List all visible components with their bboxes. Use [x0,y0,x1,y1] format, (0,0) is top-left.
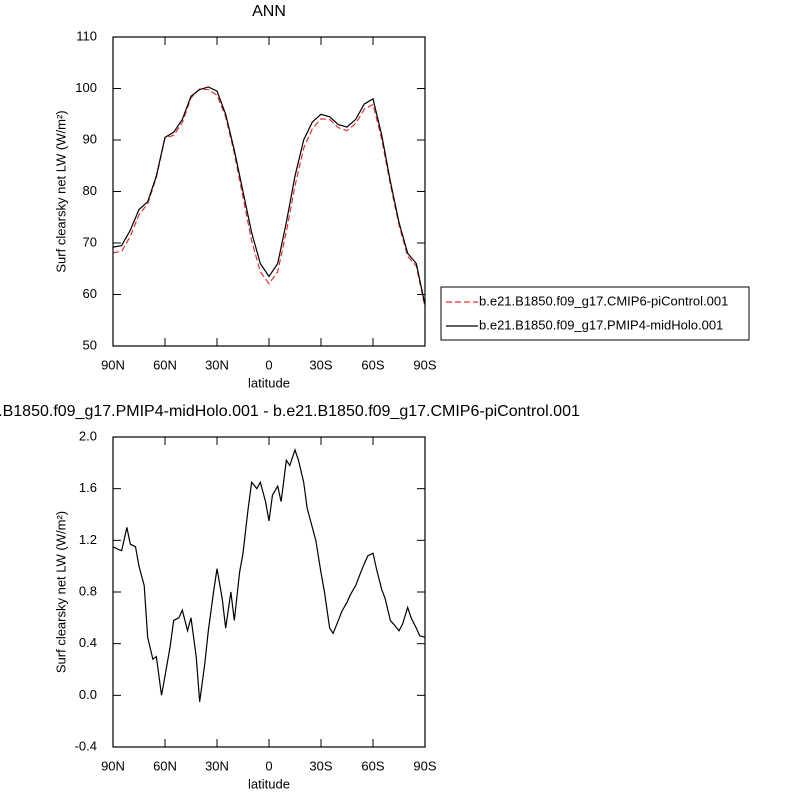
x-tick-label: 60N [153,357,177,372]
data-line [112,86,426,305]
x-tick-label: 30N [205,758,229,773]
x-axis-label: latitude [248,776,290,791]
y-tick-label: 50 [83,337,97,352]
y-tick-label: 1.6 [79,480,97,495]
x-tick-label: 0 [265,758,272,773]
x-tick-label: 30S [309,758,332,773]
y-tick-label: 110 [76,28,97,43]
x-tick-label: 30N [205,357,229,372]
data-line [112,448,426,702]
y-tick-label: 90 [83,131,97,146]
x-tick-label: 90N [101,758,125,773]
y-axis-label: Surf clearsky net LW (W/m²) [53,511,68,673]
x-axis-label: latitude [248,375,290,390]
x-tick-label: 90N [101,357,125,372]
y-tick-label: 0.8 [79,583,97,598]
plot-frame [112,436,426,748]
legend-label: b.e21.B1850.f09_g17.CMIP6-piControl.001 [479,293,728,308]
chart-title: ANN [252,3,286,20]
y-tick-label: 0.0 [79,687,97,702]
x-tick-label: 90S [413,758,436,773]
x-tick-label: 60N [153,758,177,773]
y-tick-label: 1.2 [79,532,97,547]
plot-frame [112,36,426,347]
y-tick-label: -0.4 [75,738,97,753]
x-tick-label: 60S [361,357,384,372]
y-axis-label: Surf clearsky net LW (W/m²) [53,110,68,272]
y-tick-label: 80 [83,183,97,198]
y-tick-label: 70 [83,234,97,249]
x-tick-label: 60S [361,758,384,773]
y-tick-label: 0.4 [79,635,97,650]
x-tick-label: 90S [413,357,436,372]
y-tick-label: 100 [75,80,97,95]
chart-title: b.e21.B1850.f09_g17.PMIP4-midHolo.001 - … [0,403,580,420]
x-tick-label: 0 [265,357,272,372]
y-tick-label: 2.0 [79,428,97,443]
legend-label: b.e21.B1850.f09_g17.PMIP4-midHolo.001 [479,317,723,332]
y-tick-label: 60 [83,286,97,301]
x-tick-label: 30S [309,357,332,372]
legend-box [440,286,750,341]
